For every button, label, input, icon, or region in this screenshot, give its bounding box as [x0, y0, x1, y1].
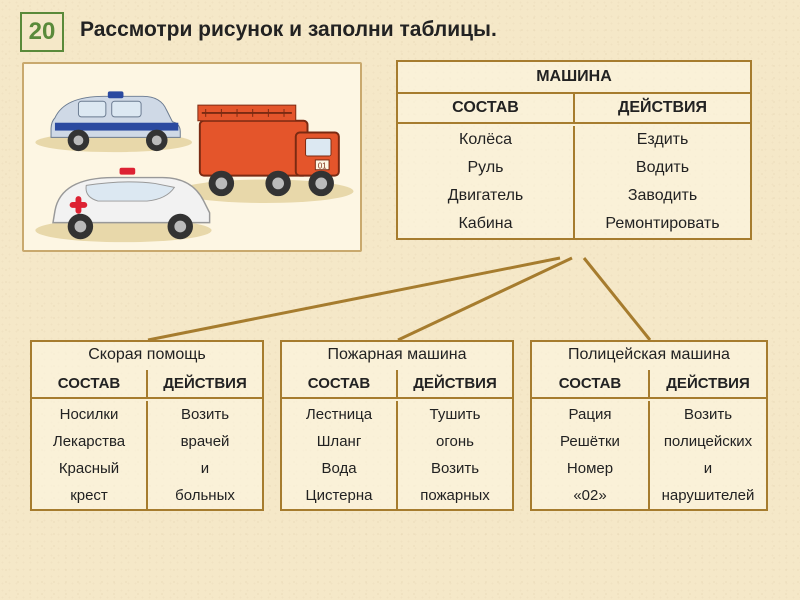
table-cell: и [650, 455, 766, 482]
exercise-title: Рассмотри рисунок и заполни таблицы. [80, 18, 497, 42]
table-cell: Цистерна [282, 482, 398, 509]
table-cell: полицейских [650, 428, 766, 455]
table-cell: и [148, 455, 262, 482]
svg-text:01: 01 [318, 162, 327, 171]
table-c-title: Полицейская машина [532, 342, 766, 370]
fire-truck-icon: 01 [198, 105, 339, 196]
table-fire-truck: Пожарная машина СОСТАВ ДЕЙСТВИЯ Лестница… [280, 340, 514, 511]
table-cell: Водить [575, 154, 750, 182]
table-cell: Возить [650, 401, 766, 428]
table-cell: Возить [398, 455, 512, 482]
table-cell: Красный [32, 455, 148, 482]
table-cell: Лестница [282, 401, 398, 428]
vehicles-illustration: 01 [22, 62, 362, 252]
table-main-title: МАШИНА [398, 62, 750, 94]
col-header-left: СОСТАВ [282, 370, 398, 397]
col-header-right: ДЕЙСТВИЯ [148, 370, 262, 397]
table-police-car: Полицейская машина СОСТАВ ДЕЙСТВИЯ Рация… [530, 340, 768, 511]
table-cell: больных [148, 482, 262, 509]
table-cell: Носилки [32, 401, 148, 428]
table-cell: крест [32, 482, 148, 509]
table-cell: Ездить [575, 126, 750, 154]
table-ambulance: Скорая помощь СОСТАВ ДЕЙСТВИЯ НосилкиВоз… [30, 340, 264, 511]
table-cell: врачей [148, 428, 262, 455]
table-b-title: Пожарная машина [282, 342, 512, 370]
table-cell: Шланг [282, 428, 398, 455]
exercise-number: 20 [29, 18, 56, 46]
table-a-title: Скорая помощь [32, 342, 262, 370]
table-cell: Номер [532, 455, 650, 482]
table-cell: Рация [532, 401, 650, 428]
table-cell: Руль [398, 154, 575, 182]
table-cell: Двигатель [398, 182, 575, 210]
col-header-right: ДЕЙСТВИЯ [398, 370, 512, 397]
table-cell: Заводить [575, 182, 750, 210]
col-header-left: СОСТАВ [398, 94, 575, 122]
table-cell: Лекарства [32, 428, 148, 455]
table-cell: Решётки [532, 428, 650, 455]
exercise-number-box: 20 [20, 12, 64, 52]
table-cell: Кабина [398, 210, 575, 238]
table-cell: Возить [148, 401, 262, 428]
col-header-right: ДЕЙСТВИЯ [650, 370, 766, 397]
col-header-left: СОСТАВ [32, 370, 148, 397]
table-cell: Вода [282, 455, 398, 482]
table-cell: Колёса [398, 126, 575, 154]
table-cell: огонь [398, 428, 512, 455]
table-cell: «02» [532, 482, 650, 509]
col-header-right: ДЕЙСТВИЯ [575, 94, 750, 122]
table-cell: Ремонтировать [575, 210, 750, 238]
table-cell: Тушить [398, 401, 512, 428]
table-main-vehicle: МАШИНА СОСТАВ ДЕЙСТВИЯ КолёсаЕздить Руль… [396, 60, 752, 240]
table-cell: нарушителей [650, 482, 766, 509]
table-cell: пожарных [398, 482, 512, 509]
col-header-left: СОСТАВ [532, 370, 650, 397]
